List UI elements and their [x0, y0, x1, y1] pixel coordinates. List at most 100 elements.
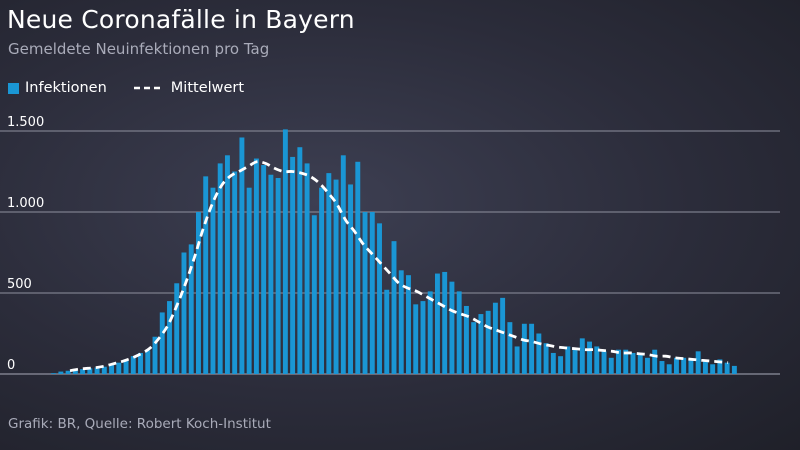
bar-61	[492, 302, 498, 374]
bar-54	[442, 271, 448, 374]
y-tick-label-500: 500	[7, 277, 32, 292]
bar-65	[521, 323, 527, 374]
bar-9	[116, 362, 122, 374]
bar-2	[65, 370, 71, 374]
bar-30	[268, 174, 274, 374]
bar-23	[217, 163, 223, 374]
bar-59	[478, 314, 484, 374]
bar-50	[413, 304, 419, 374]
legend-swatch-line	[133, 86, 162, 90]
bar-58	[471, 322, 477, 374]
bar-93	[724, 362, 730, 374]
bar-87	[681, 357, 687, 374]
bar-92	[717, 359, 723, 374]
bar-69	[550, 352, 556, 374]
bar-67	[536, 333, 542, 374]
bar-77	[608, 357, 614, 374]
bar-6	[94, 367, 100, 374]
bar-45	[377, 223, 382, 374]
bar-25	[232, 171, 238, 374]
bar-26	[239, 137, 245, 374]
bar-42	[355, 161, 361, 374]
bar-79	[623, 349, 629, 374]
bar-1	[58, 371, 64, 374]
line-layer	[69, 160, 729, 373]
bar-28	[253, 158, 259, 374]
bar-73	[579, 338, 585, 374]
bar-80	[630, 352, 636, 374]
bar-89	[695, 351, 701, 374]
bar-15	[159, 312, 165, 374]
bar-41	[348, 184, 354, 374]
bar-13	[145, 350, 151, 374]
bar-51	[420, 301, 426, 374]
bar-74	[587, 341, 592, 374]
bar-68	[543, 343, 549, 374]
bar-19	[188, 244, 194, 374]
bar-24	[224, 155, 230, 374]
y-tick-label-0: 0	[7, 358, 15, 373]
bar-35	[304, 163, 310, 374]
bar-20	[196, 212, 201, 374]
bar-72	[572, 348, 578, 374]
bar-78	[616, 349, 621, 374]
bar-10	[123, 359, 129, 374]
bar-44	[369, 212, 375, 374]
bar-11	[130, 356, 136, 374]
grid-layer	[0, 130, 780, 375]
chart-title: Neue Coronafälle in Bayern	[7, 5, 355, 34]
legend-label-mittelwert: Mittelwert	[170, 80, 245, 96]
bar-60	[485, 310, 491, 374]
y-tick-label-1500: 1.500	[7, 115, 44, 130]
bar-94	[731, 365, 737, 374]
tick-layer: 0 500 1.000 1.500	[7, 115, 44, 373]
bar-55	[449, 281, 455, 374]
bar-40	[340, 155, 346, 374]
bar-64	[514, 346, 520, 374]
bar-48	[398, 270, 404, 374]
bar-37	[319, 187, 325, 374]
legend: Infektionen Mittelwert	[8, 78, 270, 98]
bar-90	[702, 361, 708, 374]
bar-layer	[51, 129, 737, 374]
series-line-mittelwert	[69, 160, 729, 373]
bar-62	[500, 297, 506, 374]
y-tick-label-1000: 1.000	[7, 196, 44, 211]
bar-4	[80, 369, 86, 374]
bar-14	[152, 336, 158, 374]
chart-subtitle: Gemeldete Neuinfektionen pro Tag	[8, 40, 270, 58]
bar-21	[203, 176, 209, 374]
bar-39	[333, 179, 339, 374]
bar-38	[326, 173, 332, 374]
bar-53	[434, 273, 440, 374]
legend-label-infektionen: Infektionen	[25, 80, 107, 96]
bar-27	[246, 187, 252, 374]
bar-0	[51, 373, 57, 374]
bar-34	[297, 147, 303, 374]
bar-31	[275, 177, 281, 374]
bar-5	[87, 368, 93, 374]
bar-16	[167, 301, 172, 374]
legend-swatch-bar	[8, 82, 19, 94]
bar-33	[290, 156, 296, 374]
bar-52	[427, 291, 433, 374]
bar-82	[645, 357, 650, 374]
bar-84	[659, 361, 665, 374]
legend-item-infektionen: Infektionen	[8, 80, 107, 96]
bar-70	[558, 356, 564, 374]
bar-36	[311, 215, 317, 374]
bar-18	[181, 252, 187, 374]
bar-91	[710, 364, 716, 374]
bar-71	[565, 346, 571, 374]
bar-81	[637, 352, 643, 374]
bar-8	[109, 365, 115, 374]
legend-item-mittelwert: Mittelwert	[133, 80, 244, 96]
bar-49	[406, 275, 411, 374]
bar-43	[362, 212, 368, 374]
bar-12	[138, 352, 143, 374]
bar-17	[174, 283, 180, 374]
bar-83	[652, 349, 658, 374]
bar-66	[529, 323, 535, 374]
bar-86	[673, 357, 679, 374]
